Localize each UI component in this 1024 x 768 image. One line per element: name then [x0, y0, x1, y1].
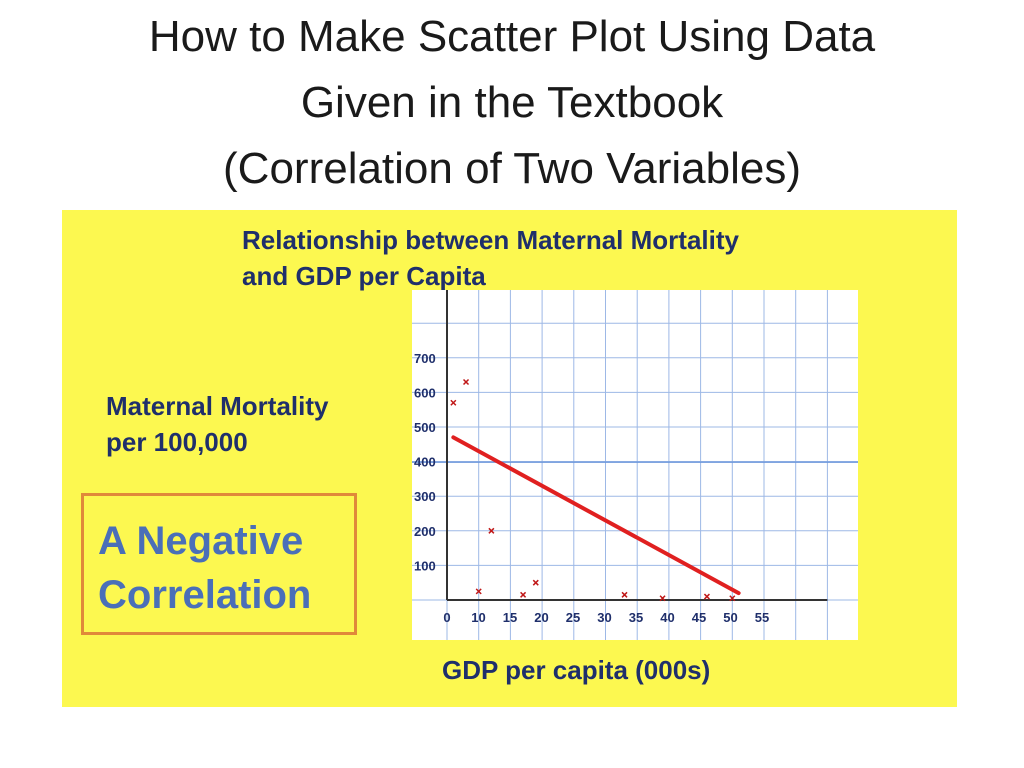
data-point [488, 527, 495, 534]
x-tick-label: 55 [755, 610, 769, 625]
slide-title-line-3: (Correlation of Two Variables) [223, 144, 801, 193]
data-point [520, 591, 527, 598]
callout-line-2: Correlation [98, 573, 312, 617]
slide-title-line-2: Given in the Textbook [300, 78, 724, 127]
x-tick-label: 45 [692, 610, 706, 625]
trend-line [451, 435, 741, 596]
data-point [475, 588, 482, 595]
slide-title-line-1: How to Make Scatter Plot Using Data [148, 12, 876, 61]
y-axis-label-line-2: per 100,000 [106, 427, 248, 457]
x-tick-label: 30 [597, 610, 611, 625]
y-tick-label: 200 [414, 524, 436, 539]
chart-title-line-1: Relationship between Maternal Mortality [242, 225, 739, 255]
y-tick-label: 700 [414, 351, 436, 366]
chart-panel: Relationship between Maternal Mortality … [62, 210, 957, 707]
data-point [621, 591, 628, 598]
y-tick-label: 400 [414, 455, 436, 470]
chart-title: Relationship between Maternal Mortality … [242, 222, 739, 294]
plot-background [412, 290, 858, 640]
y-tick-label: 300 [414, 489, 436, 504]
y-axis-label-line-1: Maternal Mortality [106, 391, 329, 421]
data-point [659, 595, 666, 602]
x-tick-label: 50 [723, 610, 737, 625]
data-point [703, 593, 710, 600]
y-tick-label: 100 [414, 558, 436, 573]
scatter-plot: 100 200 300 400 500 600 700 0 10 15 20 25 30 35 40 45 50… [412, 290, 858, 640]
x-tick-label: 35 [629, 610, 643, 625]
callout-line-1: A Negative [98, 519, 304, 563]
callout-text: A Negative Correlation [98, 514, 311, 622]
x-axis-label: GDP per capita (000s) [442, 655, 711, 685]
callout-box: A Negative Correlation [81, 493, 357, 635]
data-point [462, 378, 470, 386]
slide-title: How to Make Scatter Plot Using Data Give… [0, 4, 1024, 202]
y-tick-label: 600 [414, 385, 436, 400]
x-tick-label: 0 [443, 610, 450, 625]
x-tick-label: 15 [503, 610, 517, 625]
x-tick-label: 25 [566, 610, 580, 625]
data-point [450, 399, 457, 406]
x-tick-label: 10 [471, 610, 485, 625]
data-point [532, 579, 539, 586]
y-axis-label: Maternal Mortality per 100,000 [106, 388, 329, 460]
chart-title-line-2: and GDP per Capita [242, 261, 486, 291]
data-point [729, 595, 736, 602]
x-tick-label: 20 [534, 610, 548, 625]
x-tick-label: 40 [660, 610, 674, 625]
y-tick-label: 500 [414, 420, 436, 435]
